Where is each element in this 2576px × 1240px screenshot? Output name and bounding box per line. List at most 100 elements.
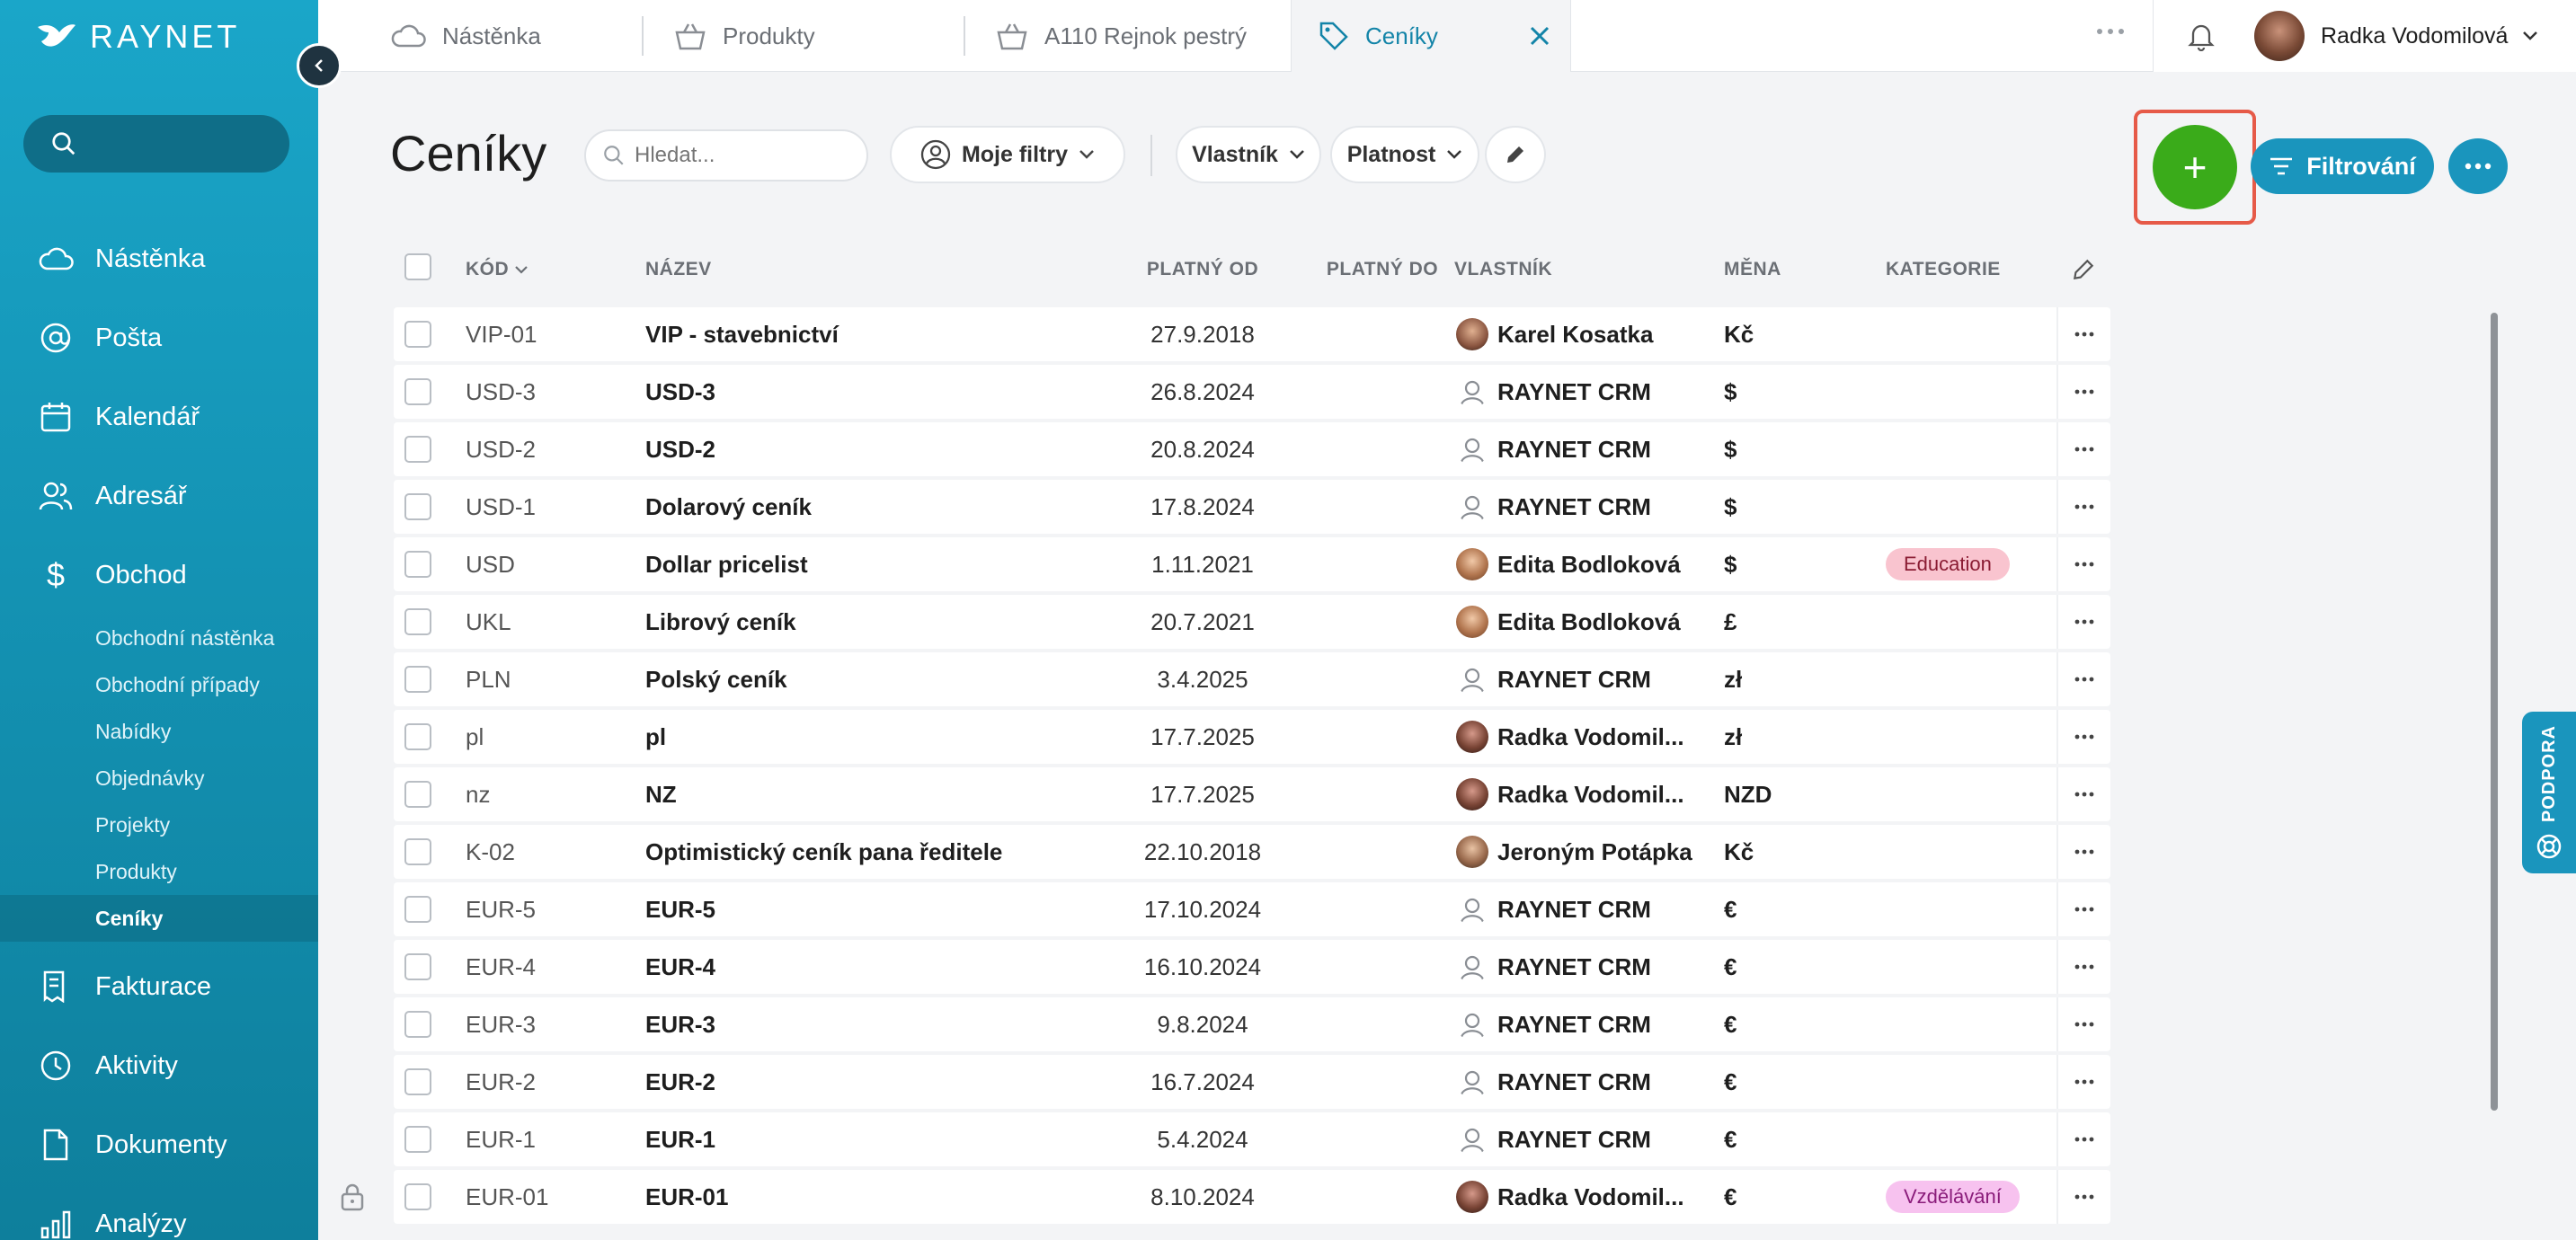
more-actions-button[interactable] [2448, 138, 2508, 194]
nav-item-dashboard[interactable]: Nástěnka [0, 219, 318, 298]
bell-icon[interactable] [2186, 21, 2216, 51]
row-checkbox[interactable] [404, 1126, 431, 1153]
cell-name[interactable]: VIP - stavebnictví [645, 320, 839, 348]
lock-icon[interactable] [340, 1182, 365, 1216]
column-name[interactable]: NÁZEV [645, 259, 712, 279]
table-row[interactable]: EUR-5 EUR-5 17.10.2024 RAYNET CRM € [394, 882, 2110, 936]
search-box[interactable] [584, 129, 868, 182]
cell-owner[interactable]: RAYNET CRM [1456, 997, 1651, 1051]
add-pricelist-button[interactable]: + [2153, 125, 2237, 209]
row-checkbox[interactable] [404, 1011, 431, 1038]
cell-owner[interactable]: Jeroným Potápka [1456, 825, 1692, 879]
row-checkbox[interactable] [404, 1068, 431, 1095]
table-row[interactable]: EUR-01 EUR-01 8.10.2024 Radka Vodomil... € Vz… [394, 1170, 2110, 1224]
nav-item-mail[interactable]: Pošta [0, 298, 318, 377]
sub-item-offers[interactable]: Nabídky [95, 719, 172, 743]
sub-item-pricelists[interactable]: Ceníky [0, 895, 318, 942]
sidebar-search[interactable] [23, 115, 289, 173]
cell-code[interactable]: EUR-4 [466, 952, 537, 980]
row-more-button[interactable] [2056, 1170, 2110, 1224]
row-more-button[interactable] [2056, 882, 2110, 936]
cell-owner[interactable]: Radka Vodomil... [1456, 1170, 1684, 1224]
row-more-button[interactable] [2056, 422, 2110, 476]
tabs-overflow-icon[interactable] [2096, 27, 2125, 36]
my-filters-button[interactable]: Moje filtry [890, 126, 1125, 183]
cell-name[interactable]: EUR-01 [645, 1182, 729, 1210]
cell-owner[interactable]: RAYNET CRM [1456, 652, 1651, 706]
tab-product-detail[interactable]: A110 Rejnok pestrý [996, 0, 1247, 72]
cell-code[interactable]: K-02 [466, 837, 515, 865]
search-input[interactable] [635, 143, 850, 168]
column-category[interactable]: KATEGORIE [1886, 259, 2001, 279]
table-row[interactable]: EUR-2 EUR-2 16.7.2024 RAYNET CRM € [394, 1055, 2110, 1109]
row-checkbox[interactable] [404, 608, 431, 635]
row-checkbox[interactable] [404, 896, 431, 923]
row-checkbox[interactable] [404, 838, 431, 865]
cell-owner[interactable]: RAYNET CRM [1456, 1055, 1651, 1109]
row-checkbox[interactable] [404, 493, 431, 520]
column-currency[interactable]: MĚNA [1724, 259, 1781, 279]
row-more-button[interactable] [2056, 767, 2110, 821]
table-row[interactable]: K-02 Optimistický ceník pana ředitele 22.1… [394, 825, 2110, 879]
validity-filter-button[interactable]: Platnost [1330, 126, 1479, 183]
tab-pricelists[interactable]: Ceníky [1291, 0, 1571, 72]
cell-name[interactable]: EUR-2 [645, 1067, 716, 1095]
cell-name[interactable]: EUR-3 [645, 1010, 716, 1038]
table-row[interactable]: nz NZ 17.7.2025 Radka Vodomil... NZD [394, 767, 2110, 821]
cell-owner[interactable]: Radka Vodomil... [1456, 767, 1684, 821]
cell-owner[interactable]: RAYNET CRM [1456, 365, 1651, 419]
nav-item-calendar[interactable]: Kalendář [0, 377, 318, 456]
table-row[interactable]: EUR-3 EUR-3 9.8.2024 RAYNET CRM € [394, 997, 2110, 1051]
cell-code[interactable]: nz [466, 780, 491, 808]
cell-name[interactable]: USD-3 [645, 377, 716, 405]
sub-item-orders[interactable]: Objednávky [95, 766, 205, 790]
table-row[interactable]: USD-2 USD-2 20.8.2024 RAYNET CRM $ [394, 422, 2110, 476]
cell-name[interactable]: Optimistický ceník pana ředitele [645, 837, 1003, 865]
table-row[interactable]: USD Dollar pricelist 1.11.2021 Edita Bodlok… [394, 537, 2110, 591]
row-checkbox[interactable] [404, 723, 431, 750]
cell-code[interactable]: USD-2 [466, 435, 537, 463]
cell-name[interactable]: Dollar pricelist [645, 550, 808, 578]
cell-code[interactable]: USD [466, 550, 515, 578]
select-all-checkbox[interactable] [404, 253, 431, 280]
row-checkbox[interactable] [404, 436, 431, 463]
raynet-logo[interactable]: RAYNET [36, 18, 240, 56]
chevron-down-icon[interactable] [2522, 31, 2538, 41]
row-more-button[interactable] [2056, 307, 2110, 361]
collapse-sidebar-button[interactable] [297, 43, 342, 88]
cell-code[interactable]: EUR-5 [466, 895, 537, 923]
cell-name[interactable]: Dolarový ceník [645, 492, 812, 520]
owner-filter-button[interactable]: Vlastník [1176, 126, 1321, 183]
row-more-button[interactable] [2056, 537, 2110, 591]
pencil-icon[interactable] [2071, 257, 2096, 282]
cell-code[interactable]: USD-3 [466, 377, 537, 405]
avatar[interactable] [2254, 11, 2305, 61]
cell-owner[interactable]: RAYNET CRM [1456, 882, 1651, 936]
row-more-button[interactable] [2056, 480, 2110, 534]
row-checkbox[interactable] [404, 1183, 431, 1210]
row-checkbox[interactable] [404, 666, 431, 693]
row-checkbox[interactable] [404, 551, 431, 578]
column-owner[interactable]: VLASTNÍK [1454, 259, 1552, 279]
filter-button[interactable]: Filtrování [2251, 138, 2434, 194]
sub-item-deals[interactable]: Obchodní případy [95, 672, 260, 696]
cell-name[interactable]: USD-2 [645, 435, 716, 463]
row-more-button[interactable] [2056, 595, 2110, 649]
nav-item-invoicing[interactable]: Fakturace [0, 947, 318, 1026]
table-row[interactable]: PLN Polský ceník 3.4.2025 RAYNET CRM zł [394, 652, 2110, 706]
cell-owner[interactable]: Edita Bodloková [1456, 537, 1681, 591]
tab-products[interactable]: Produkty [674, 0, 815, 72]
table-row[interactable]: pl pl 17.7.2025 Radka Vodomil... zł [394, 710, 2110, 764]
cell-owner[interactable]: RAYNET CRM [1456, 940, 1651, 994]
cell-code[interactable]: EUR-01 [466, 1182, 549, 1210]
row-more-button[interactable] [2056, 710, 2110, 764]
row-more-button[interactable] [2056, 652, 2110, 706]
row-checkbox[interactable] [404, 781, 431, 808]
cell-code[interactable]: VIP-01 [466, 320, 537, 348]
row-more-button[interactable] [2056, 825, 2110, 879]
sub-item-business-dashboard[interactable]: Obchodní nástěnka [95, 625, 275, 650]
cell-code[interactable]: EUR-3 [466, 1010, 537, 1038]
row-checkbox[interactable] [404, 321, 431, 348]
cell-code[interactable]: EUR-1 [466, 1125, 537, 1153]
table-row[interactable]: USD-3 USD-3 26.8.2024 RAYNET CRM $ [394, 365, 2110, 419]
